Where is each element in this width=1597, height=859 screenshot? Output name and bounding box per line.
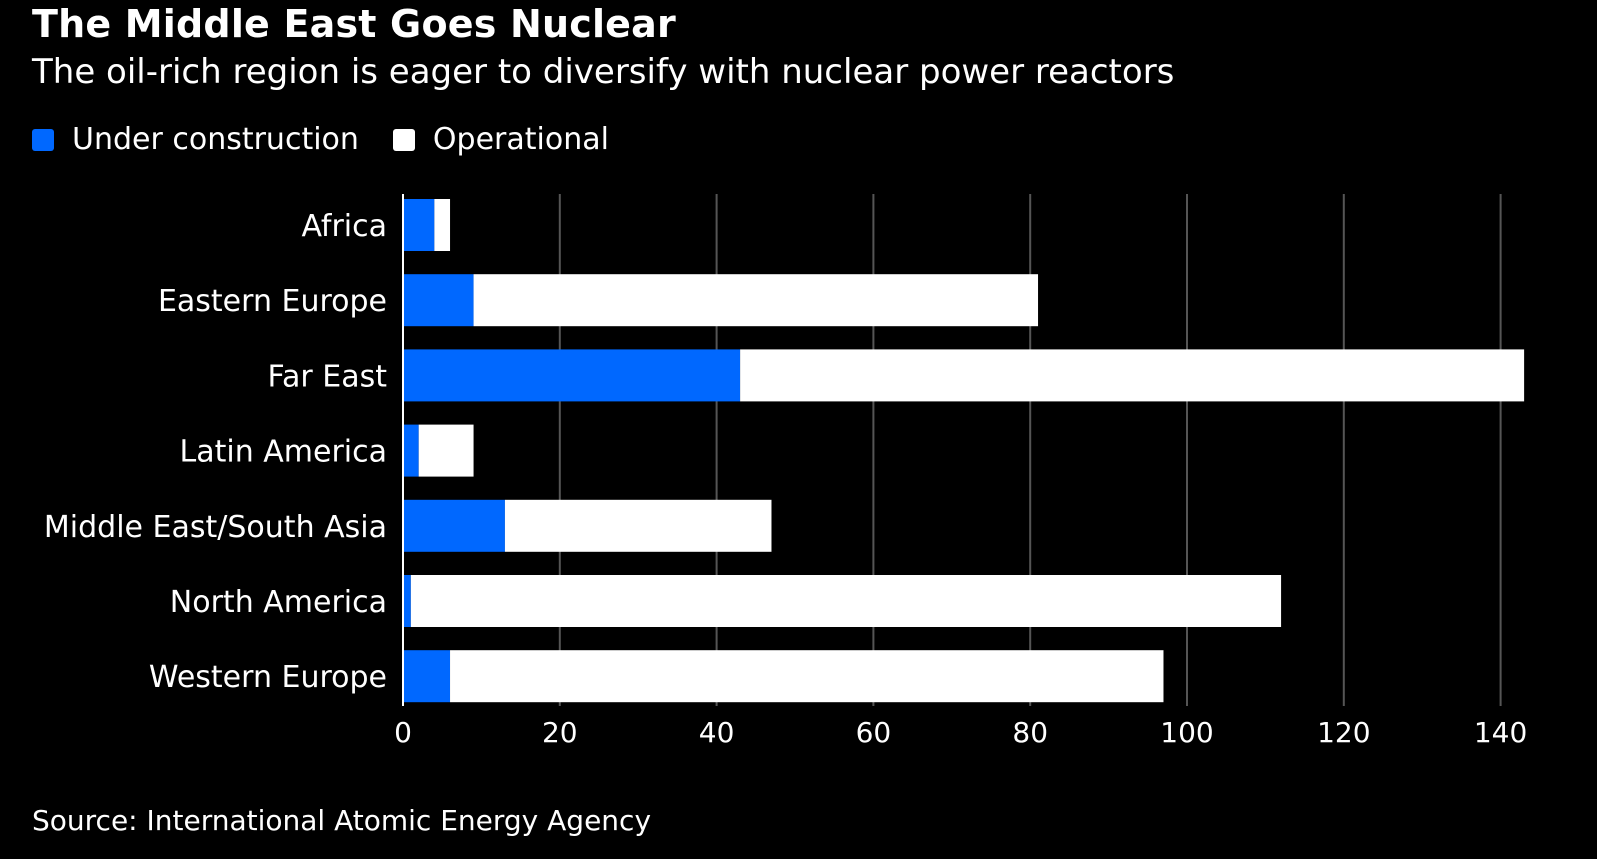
bar-chart: Africa Eastern Europe Far East Latin Americ… bbox=[44, 194, 1527, 749]
bar-operational bbox=[740, 349, 1525, 402]
category-label: Africa bbox=[301, 209, 387, 244]
x-tick-label: 140 bbox=[1474, 716, 1527, 749]
bar-under-construction bbox=[403, 575, 411, 627]
legend-label-operational: Operational bbox=[432, 122, 609, 157]
x-tick-label: 80 bbox=[1012, 716, 1048, 749]
x-tick-label: 60 bbox=[856, 716, 892, 749]
legend-item-under-construction: Under construction bbox=[32, 122, 359, 157]
legend-label-under-construction: Under construction bbox=[72, 122, 359, 157]
bar-under-construction bbox=[403, 424, 419, 477]
bar-under-construction bbox=[403, 499, 505, 552]
legend-swatch-under-construction bbox=[32, 128, 54, 151]
legend: Under construction Operational bbox=[32, 122, 643, 157]
x-tick-label: 100 bbox=[1160, 716, 1213, 749]
bar-operational bbox=[504, 499, 772, 552]
bar-operational bbox=[473, 274, 1039, 327]
x-tick-label: 40 bbox=[699, 716, 735, 749]
bar-under-construction bbox=[403, 349, 741, 402]
category-label: Latin America bbox=[180, 435, 388, 470]
x-tick-label: 20 bbox=[542, 716, 578, 749]
category-label: Western Europe bbox=[149, 660, 387, 695]
x-tick-label: 0 bbox=[394, 716, 412, 749]
category-label: North America bbox=[170, 585, 387, 620]
chart-title: The Middle East Goes Nuclear bbox=[32, 2, 676, 46]
chart-subtitle: The oil-rich region is eager to diversif… bbox=[32, 52, 1175, 92]
category-label: Middle East/South Asia bbox=[44, 510, 387, 545]
legend-swatch-operational bbox=[392, 128, 415, 151]
bar-under-construction bbox=[403, 274, 474, 327]
category-label: Eastern Europe bbox=[158, 284, 387, 319]
category-label: Far East bbox=[268, 359, 388, 394]
bar-operational bbox=[410, 575, 1282, 627]
bar-operational bbox=[434, 199, 451, 251]
legend-item-operational: Operational bbox=[392, 122, 609, 157]
x-tick-label: 120 bbox=[1317, 716, 1370, 749]
source-note: Source: International Atomic Energy Agen… bbox=[32, 804, 652, 837]
bar-operational bbox=[418, 424, 474, 477]
bar-operational bbox=[450, 650, 1164, 703]
bar-under-construction bbox=[403, 199, 435, 251]
bar-under-construction bbox=[403, 650, 451, 703]
